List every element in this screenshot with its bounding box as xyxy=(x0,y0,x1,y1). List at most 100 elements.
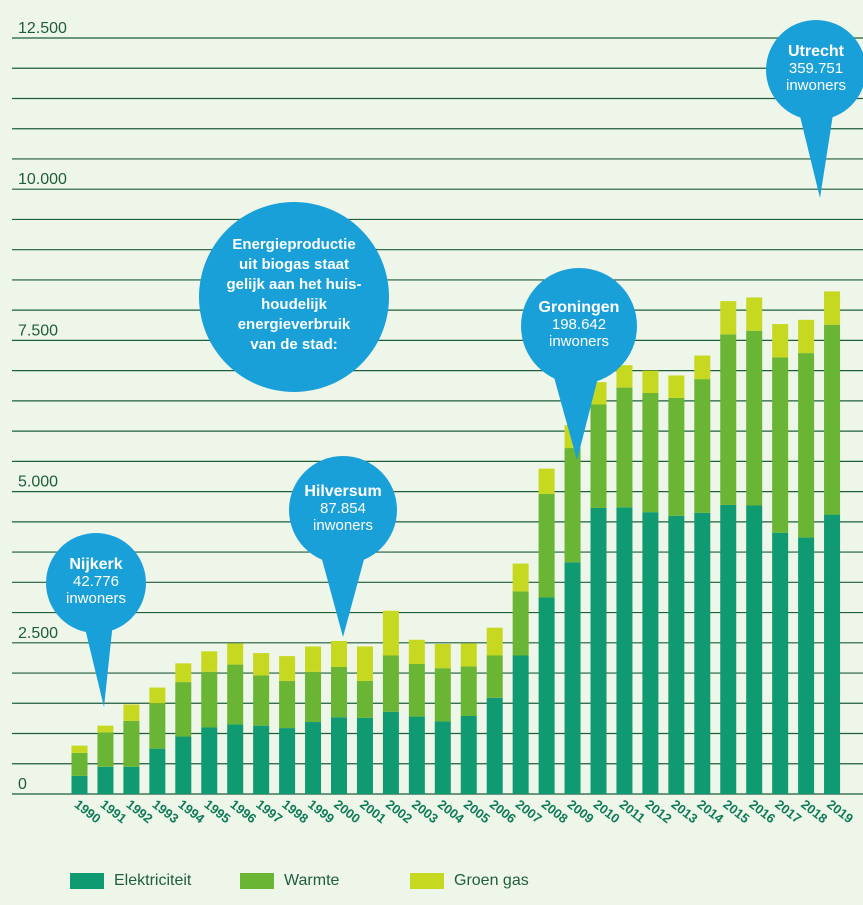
bar-segment xyxy=(71,745,88,753)
legend-swatch-warmte xyxy=(240,873,274,889)
x-tick-label: 2001 xyxy=(357,797,389,827)
legend-item-groen-gas: Groen gas xyxy=(410,872,580,890)
legend-label: Elektriciteit xyxy=(114,872,192,889)
y-tick-label: 12.500 xyxy=(18,20,67,37)
x-tick-label: 1998 xyxy=(279,797,311,827)
bar-segment xyxy=(123,720,140,767)
x-tick-label: 2000 xyxy=(331,797,363,827)
bar-segment xyxy=(408,639,425,664)
x-tick-label: 2002 xyxy=(383,797,415,827)
x-tick-label: 2017 xyxy=(772,797,804,827)
bar-segment xyxy=(616,507,633,794)
bar-segment xyxy=(434,668,451,722)
bar-segment xyxy=(356,717,373,794)
bar-segment xyxy=(824,514,841,794)
x-tick-label: 2019 xyxy=(824,797,856,827)
bar-segment xyxy=(772,324,789,358)
bar-segment xyxy=(668,397,685,516)
bar-segment xyxy=(71,775,88,794)
x-axis-labels: 1990199119921993199419951996199719981999… xyxy=(72,797,857,827)
x-tick-label: 2010 xyxy=(591,797,623,827)
legend-label: Groen gas xyxy=(454,872,529,889)
y-tick-label: 5.000 xyxy=(18,474,58,491)
center-note-bubble: Energieproductie uit biogas staat gelijk a… xyxy=(199,202,389,392)
bar-segment xyxy=(512,655,529,794)
bar-segment xyxy=(486,627,503,656)
bar-segment xyxy=(382,655,399,712)
bubble-population: 359.751 xyxy=(789,60,843,77)
bar-segment xyxy=(382,610,399,656)
x-tick-label: 2009 xyxy=(565,797,597,827)
bubble-city: Nijkerk xyxy=(69,556,122,573)
y-tick-label: 0 xyxy=(18,776,27,793)
bar-segment xyxy=(720,334,737,505)
x-tick-label: 1996 xyxy=(227,797,259,827)
bar-segment xyxy=(149,748,166,794)
x-tick-label: 1999 xyxy=(305,797,337,827)
bar-segment xyxy=(512,591,529,656)
bar-segment xyxy=(97,725,114,733)
note-line: houdelijk xyxy=(261,296,327,313)
bar-segment xyxy=(201,671,218,728)
bubble-unit: inwoners xyxy=(313,517,373,534)
bubble-circle xyxy=(46,533,146,633)
x-tick-label: 2005 xyxy=(461,797,493,827)
bar-segment xyxy=(824,324,841,515)
bar-segment xyxy=(486,655,503,698)
y-tick-label: 2.500 xyxy=(18,625,58,642)
y-axis-labels: 0 2.500 5.000 7.500 10.000 12.500 xyxy=(18,20,67,793)
bar-segment xyxy=(175,663,192,683)
bar-segment xyxy=(279,680,296,729)
bar-segment xyxy=(175,736,192,794)
bar-segment xyxy=(538,597,555,794)
bar-segment xyxy=(538,468,555,495)
x-tick-label: 1992 xyxy=(124,797,156,827)
bar-segment xyxy=(460,715,477,794)
x-tick-label: 2016 xyxy=(746,797,778,827)
bar-segment xyxy=(460,643,477,667)
x-tick-label: 1991 xyxy=(98,797,130,827)
bubble-pointer xyxy=(552,370,600,460)
bar-segment xyxy=(616,365,633,388)
bubble-circle xyxy=(289,456,397,564)
note-line: Energieproductie xyxy=(232,236,355,253)
bar-segment xyxy=(227,643,244,665)
legend-item-warmte: Warmte xyxy=(240,872,410,890)
bar-segment xyxy=(123,704,140,721)
bar-segment xyxy=(253,725,270,794)
legend-label: Warmte xyxy=(284,872,340,889)
bar-segment xyxy=(408,663,425,717)
bar-segment xyxy=(694,379,711,513)
bubble-unit: inwoners xyxy=(66,590,126,607)
bar-segment xyxy=(642,370,659,394)
bar-segment xyxy=(175,682,192,737)
bar-segment xyxy=(616,387,633,508)
bar-segment xyxy=(331,640,347,667)
x-tick-label: 2008 xyxy=(539,797,571,827)
bar-segment xyxy=(798,353,815,538)
bar-segment xyxy=(279,656,296,681)
note-circle xyxy=(199,202,389,392)
bubble-city: Groningen xyxy=(539,299,620,316)
bar-segment xyxy=(227,664,244,725)
bar-segment xyxy=(538,494,555,598)
y-tick-label: 7.500 xyxy=(18,322,58,339)
bar-segment xyxy=(305,722,322,794)
bubble-pointer xyxy=(320,552,366,637)
bar-segment xyxy=(97,732,114,767)
bar-segment xyxy=(564,448,581,563)
bubble-pointer xyxy=(798,108,834,198)
bar-segment xyxy=(746,297,763,331)
bar-segment xyxy=(824,291,841,325)
legend-swatch-groen-gas xyxy=(410,873,444,889)
bar-segment xyxy=(772,357,789,533)
bar-segment xyxy=(149,703,166,749)
legend-item-elektriciteit: Elektriciteit xyxy=(70,872,240,890)
bar-segment xyxy=(642,512,659,794)
bar-segment xyxy=(512,563,529,592)
bubble-city: Hilversum xyxy=(304,483,381,500)
bar-segment xyxy=(253,653,270,676)
bar-segment xyxy=(227,724,244,794)
